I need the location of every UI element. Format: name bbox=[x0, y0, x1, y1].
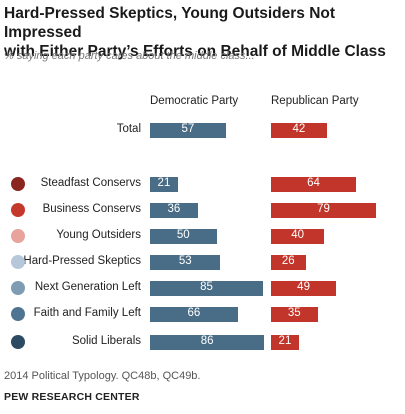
chart-title: Hard-Pressed Skeptics, Young Outsiders N… bbox=[4, 4, 402, 61]
column-header-republican: Republican Party bbox=[271, 95, 359, 107]
dem-bar-total bbox=[150, 122, 226, 138]
rep-value-young-outsiders: 40 bbox=[291, 229, 304, 241]
legend-dot-solid-liberals bbox=[11, 335, 25, 349]
rep-value-faith-and-family-left: 35 bbox=[287, 307, 301, 319]
rep-bar-faith-and-family-left bbox=[271, 306, 318, 322]
legend-dot-hard-pressed-skeptics bbox=[11, 255, 25, 269]
dem-value-business-conservs: 36 bbox=[167, 203, 181, 215]
footnote: 2014 Political Typology. QC48b, QC49b. bbox=[4, 370, 201, 382]
row-label-young-outsiders: Young Outsiders bbox=[56, 229, 141, 241]
dem-value-hard-pressed-skeptics: 53 bbox=[178, 255, 192, 267]
source-credit: PEW RESEARCH CENTER bbox=[4, 391, 140, 403]
rep-bar-young-outsiders bbox=[271, 228, 325, 244]
dem-value-faith-and-family-left: 66 bbox=[187, 307, 201, 319]
dem-value-solid-liberals: 86 bbox=[200, 335, 214, 347]
row-label-total: Total bbox=[116, 123, 141, 135]
chart-title-line2: with Either Party’s Efforts on Behalf of… bbox=[4, 43, 386, 60]
legend-dot-young-outsiders bbox=[11, 229, 25, 243]
rep-bar-steadfast-conservs bbox=[271, 176, 357, 192]
row-label-steadfast-conservs: Steadfast Conservs bbox=[40, 177, 141, 189]
rep-bar-next-generation-left bbox=[271, 280, 337, 296]
dem-bar-hard-pressed-skeptics bbox=[150, 254, 221, 270]
dem-value-next-generation-left: 85 bbox=[200, 281, 213, 293]
row-label-hard-pressed-skeptics: Hard-Pressed Skeptics bbox=[23, 255, 141, 267]
rep-value-business-conservs: 79 bbox=[317, 203, 330, 215]
dem-bar-solid-liberals bbox=[150, 334, 265, 350]
dem-bar-young-outsiders bbox=[150, 228, 217, 244]
row-label-next-generation-left: Next Generation Left bbox=[34, 281, 141, 293]
rep-bar-business-conservs bbox=[271, 202, 377, 218]
rep-value-steadfast-conservs: 64 bbox=[307, 177, 320, 189]
rep-value-total: 42 bbox=[292, 123, 306, 135]
legend-dot-next-generation-left bbox=[11, 281, 25, 295]
dem-value-young-outsiders: 50 bbox=[176, 229, 190, 241]
chart-subtitle: % saying each party cares about the midd… bbox=[4, 50, 255, 62]
row-label-business-conservs: Business Conservs bbox=[42, 203, 141, 215]
column-header-democratic: Democratic Party bbox=[150, 95, 239, 107]
row-label-solid-liberals: Solid Liberals bbox=[71, 335, 141, 347]
dem-value-steadfast-conservs: 21 bbox=[157, 177, 171, 189]
rep-value-hard-pressed-skeptics: 26 bbox=[281, 255, 295, 267]
dem-bar-steadfast-conservs bbox=[150, 176, 178, 192]
dem-bar-next-generation-left bbox=[150, 280, 264, 296]
legend-dot-steadfast-conservs bbox=[11, 177, 25, 191]
dem-value-total: 57 bbox=[181, 123, 195, 135]
rep-bar-hard-pressed-skeptics bbox=[271, 254, 306, 270]
chart-title-line1: Hard-Pressed Skeptics, Young Outsiders N… bbox=[4, 5, 336, 41]
legend-dot-faith-and-family-left bbox=[11, 307, 25, 321]
dem-bar-business-conservs bbox=[150, 202, 198, 218]
rep-bar-solid-liberals bbox=[271, 334, 299, 350]
legend-dot-business-conservs bbox=[11, 203, 25, 217]
row-label-faith-and-family-left: Faith and Family Left bbox=[33, 307, 141, 319]
rep-bar-total bbox=[271, 122, 327, 138]
dem-bar-faith-and-family-left bbox=[150, 306, 238, 322]
rep-value-next-generation-left: 49 bbox=[297, 281, 310, 293]
rep-value-solid-liberals: 21 bbox=[278, 335, 292, 347]
